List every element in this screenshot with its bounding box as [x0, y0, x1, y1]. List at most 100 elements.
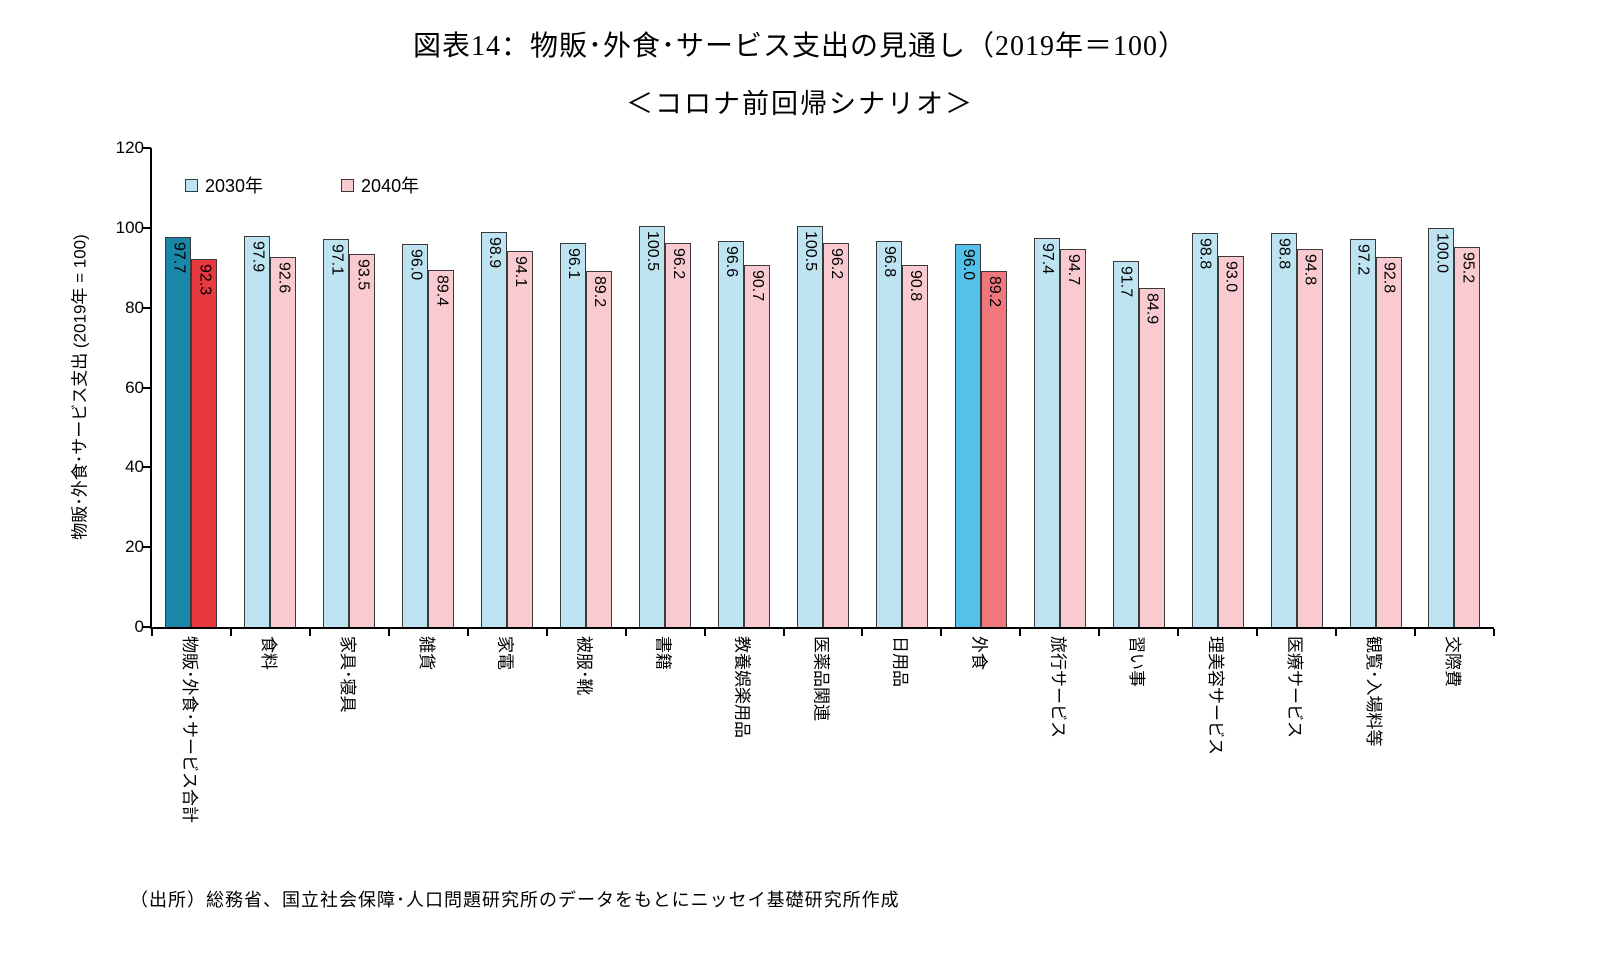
x-category-label: 家電	[495, 636, 515, 670]
bar-value-label: 100.5	[801, 230, 819, 271]
bar-2030年-外食: 96.0	[954, 243, 981, 627]
x-tick-mark	[545, 629, 548, 636]
bar-2030年-家具･寝具: 97.1	[323, 239, 350, 627]
bar-group: 100.0 95.2	[1415, 148, 1494, 627]
bar-value-label: 96.1	[565, 248, 583, 280]
x-axis-labels: 物販･外食･サービス合計 食料 家具･寝具 雑貨 家電 被服･靴 書籍 教養娯楽用品 医薬品関連…	[150, 636, 1492, 886]
bar-value-label: 89.4	[433, 275, 451, 307]
bar-value-label: 96.8	[880, 245, 898, 277]
bar-group: 98.8 94.8	[1257, 148, 1336, 627]
bar-value-label: 96.2	[670, 248, 688, 280]
bar-2040年-習い事: 84.9	[1138, 288, 1165, 627]
x-category-label: 習い事	[1127, 636, 1147, 687]
y-tick-label: 0	[134, 617, 144, 636]
x-category-label: 雑貨	[416, 636, 436, 670]
bar-value-label: 84.9	[1143, 293, 1161, 325]
x-category-cell: 教養娯楽用品	[703, 636, 782, 738]
bar-2040年-日用品: 90.8	[901, 264, 928, 627]
x-category-label: 医療サービス	[1285, 636, 1305, 738]
x-category-cell: 理美容サービス	[1176, 636, 1255, 755]
y-tick-mark	[143, 147, 151, 149]
bar-value-label: 97.1	[328, 244, 346, 276]
x-category-label: 医薬品関連	[811, 636, 831, 721]
bar-2040年-家具･寝具: 93.5	[349, 253, 376, 627]
bar-value-label: 96.0	[959, 248, 977, 280]
plot-area: 2030年 2040年 97.7 92.3 97.9 92.6 97.1 93.5 96.0…	[116, 138, 1495, 636]
x-category-label: 旅行サービス	[1048, 636, 1068, 738]
x-category-label: 日用品	[890, 636, 910, 687]
x-tick-mark	[1256, 629, 1259, 636]
x-category-label: 理美容サービス	[1206, 636, 1226, 755]
bar-value-label: 93.5	[354, 258, 372, 290]
bar-2040年-雑貨: 89.4	[428, 270, 455, 627]
bar-2030年-被服･靴: 96.1	[560, 243, 587, 627]
bar-value-label: 100.5	[644, 230, 662, 271]
x-category-cell: 外食	[939, 636, 1018, 670]
x-category-cell: 医療サービス	[1255, 636, 1334, 738]
bar-value-label: 90.7	[749, 269, 767, 302]
bar-2040年-外食: 89.2	[980, 270, 1007, 627]
x-tick-mark	[1335, 629, 1338, 636]
y-tick-label: 40	[125, 457, 144, 477]
bar-2030年-習い事: 91.7	[1112, 260, 1139, 627]
y-tick-label: 80	[125, 297, 144, 317]
bar-value-label: 98.8	[1196, 237, 1214, 269]
bar-value-label: 93.0	[1222, 260, 1240, 292]
x-tick-mark	[308, 629, 311, 636]
bar-group: 96.6 90.7	[705, 148, 784, 627]
x-category-label: 観覧･入場料等	[1364, 636, 1384, 747]
x-tick-mark	[940, 629, 943, 636]
bar-value-label: 97.7	[170, 242, 188, 274]
bar-groups: 97.7 92.3 97.9 92.6 97.1 93.5 96.0 89.4 98.9 94.1…	[152, 148, 1494, 627]
bar-group: 96.0 89.2	[941, 148, 1020, 627]
bar-group: 96.1 89.2	[547, 148, 626, 627]
y-tick-mark	[143, 546, 151, 549]
x-tick-mark	[1493, 629, 1495, 636]
bar-2030年-理美容サービス: 98.8	[1191, 232, 1218, 627]
bar-value-label: 92.3	[196, 263, 214, 295]
legend-swatch-2030	[185, 178, 198, 192]
bar-value-label: 92.6	[275, 262, 293, 294]
x-tick-mark	[229, 629, 232, 636]
chart-title: 図表14：物販･外食･サービス支出の見通し（2019年＝100）	[412, 31, 1187, 62]
y-tick-mark	[143, 466, 151, 469]
bar-2040年-医療サービス: 94.8	[1296, 248, 1323, 627]
bar-2030年-物販･外食･サービス合計: 97.7	[165, 237, 192, 627]
bar-2040年-旅行サービス: 94.7	[1059, 249, 1086, 627]
bar-value-label: 95.2	[1459, 252, 1477, 284]
bar-group: 100.5 96.2	[784, 148, 863, 627]
bar-group: 97.2 92.8	[1336, 148, 1415, 627]
bar-value-label: 96.2	[827, 248, 845, 280]
x-category-label: 被服･靴	[574, 636, 594, 696]
x-tick-mark	[1414, 629, 1417, 636]
x-tick-mark	[861, 629, 864, 636]
bar-value-label: 92.8	[1380, 261, 1398, 293]
y-tick-mark	[143, 386, 151, 389]
bar-2040年-書籍: 96.2	[665, 243, 692, 627]
bar-2040年-理美容サービス: 93.0	[1217, 255, 1244, 627]
chart-subtitle: ＜コロナ前回帰シナリオ＞	[626, 89, 974, 119]
bar-2030年-医療サービス: 98.8	[1270, 232, 1297, 627]
x-tick-mark	[387, 629, 390, 636]
bar-value-label: 91.7	[1117, 265, 1135, 298]
x-tick-mark	[466, 629, 469, 636]
x-category-label: 教養娯楽用品	[732, 636, 752, 738]
y-tick-label: 60	[125, 377, 144, 397]
bar-group: 91.7 84.9	[1099, 148, 1178, 627]
bar-value-label: 97.4	[1038, 243, 1056, 275]
y-tick-mark	[143, 626, 151, 628]
y-tick-mark	[143, 226, 151, 229]
x-category-cell: 書籍	[624, 636, 703, 670]
source-note: （出所）総務省、国立社会保障･人口問題研究所のデータをもとにニッセイ基礎研究所作…	[130, 890, 900, 910]
x-category-label: 食料	[258, 636, 278, 670]
bar-2030年-観覧･入場料等: 97.2	[1349, 239, 1376, 627]
bar-2030年-教養娯楽用品: 96.6	[718, 241, 745, 627]
x-category-cell: 旅行サービス	[1018, 636, 1097, 738]
x-category-cell: 観覧･入場料等	[1334, 636, 1413, 747]
bar-group: 96.0 89.4	[389, 148, 468, 627]
bar-2030年-食料: 97.9	[244, 236, 271, 627]
bar-group: 100.5 96.2	[626, 148, 705, 627]
legend-item-2030: 2030年	[185, 172, 263, 198]
bar-value-label: 89.2	[985, 275, 1003, 308]
